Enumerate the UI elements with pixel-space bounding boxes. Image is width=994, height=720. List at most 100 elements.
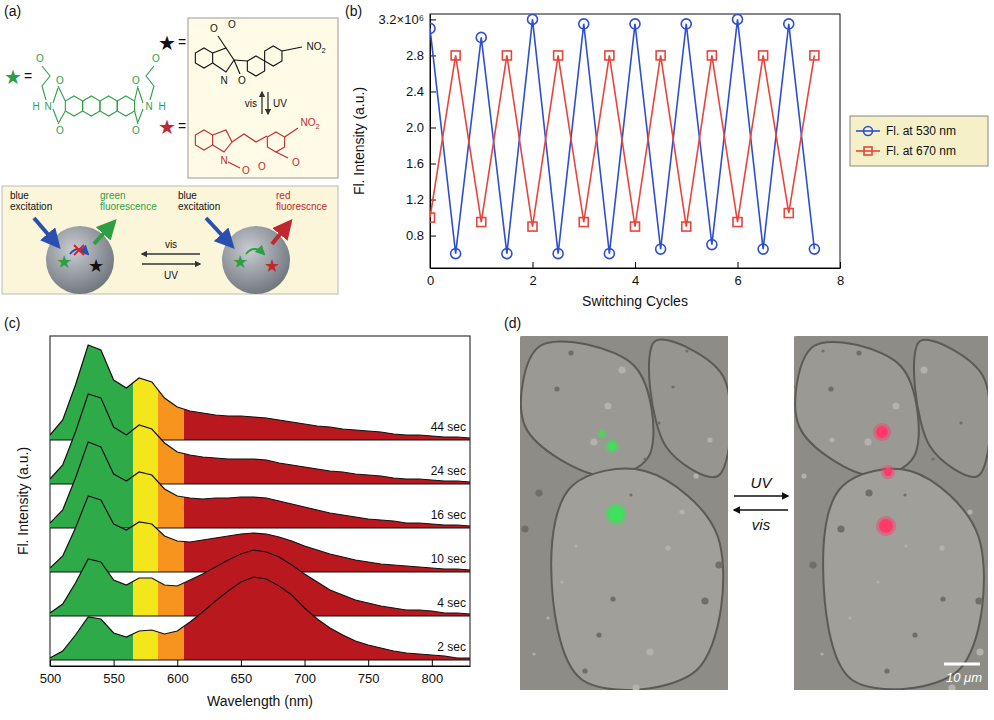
tick-label: 550	[103, 671, 125, 686]
tick-label: 2	[529, 273, 536, 288]
ring	[117, 96, 134, 116]
scheme-label: blueexcitation	[10, 190, 52, 212]
micrograph	[520, 336, 728, 690]
texture	[715, 561, 722, 568]
texture	[821, 349, 824, 352]
tick: 650	[231, 660, 253, 686]
micrograph	[794, 336, 988, 690]
tick-label: 1.2	[406, 192, 424, 207]
bond	[234, 60, 240, 74]
emission-arrow	[94, 222, 114, 244]
arrow-label: UV	[751, 474, 774, 491]
atom-label: N	[220, 155, 227, 166]
series-label: 44 sec	[431, 420, 466, 434]
texture	[848, 616, 851, 619]
black-molecule: NOOONO2	[195, 19, 325, 86]
atom-label: H	[32, 101, 39, 112]
texture	[931, 457, 934, 460]
legend: Fl. at 530 nmFl. at 670 nm	[850, 116, 988, 166]
tick-mark	[177, 660, 178, 666]
star-symbol: ★	[158, 32, 176, 54]
atom-label: O	[132, 75, 140, 86]
texture	[829, 437, 834, 442]
texture	[939, 545, 944, 550]
texture	[554, 386, 559, 391]
fluorescent-spot	[597, 429, 607, 439]
star-symbol: ★	[158, 116, 176, 138]
tick: 550	[103, 660, 125, 686]
bond	[42, 66, 50, 100]
texture	[535, 489, 542, 496]
tick-label: 0.8	[406, 228, 424, 243]
bond	[53, 88, 58, 103]
texture	[959, 421, 962, 424]
fluorescent-spot	[600, 432, 604, 436]
spectrum-area	[50, 577, 470, 660]
equals-sign: =	[178, 118, 186, 134]
x-axis-title: Wavelength (nm)	[207, 693, 313, 709]
star-symbol: ★	[88, 256, 104, 276]
data-point	[476, 32, 486, 42]
tick-label: 2.4	[406, 84, 424, 99]
data-point	[784, 19, 794, 29]
arrow-label: vis	[752, 516, 771, 533]
bond	[135, 86, 138, 101]
tick-label: 700	[294, 671, 316, 686]
atom-label: O	[258, 161, 266, 172]
atom-label: O	[36, 53, 44, 64]
tick-label: 2.8	[406, 48, 424, 63]
tick: 600	[167, 660, 189, 686]
texture	[920, 366, 927, 373]
energy-transfer-arrow	[246, 249, 264, 254]
equals-sign: =	[24, 68, 32, 84]
texture	[618, 366, 625, 373]
scheme-label: greenfluorescence	[100, 190, 157, 212]
blocked-mark	[74, 245, 84, 255]
data-point	[733, 14, 743, 24]
spectrum-line	[50, 345, 470, 438]
data-point	[631, 222, 640, 231]
tick-label: 800	[421, 671, 443, 686]
texture	[809, 561, 816, 568]
tick-label: 6	[734, 273, 741, 288]
tick-mark	[840, 262, 841, 268]
atom-label: O	[228, 19, 236, 30]
data-point	[528, 14, 538, 24]
plot-frame	[430, 14, 840, 268]
series-label: 10 sec	[431, 552, 466, 566]
star-symbol: ★	[264, 256, 280, 276]
data-point	[604, 249, 614, 259]
texture	[865, 489, 872, 496]
data-point	[630, 19, 640, 29]
tick-label: 1.6	[406, 156, 424, 171]
arrow	[142, 253, 200, 254]
data-point	[758, 244, 768, 254]
fluorescent-spot	[879, 519, 893, 533]
arrow	[734, 509, 788, 511]
atom-label: N	[145, 101, 152, 112]
texture	[892, 402, 899, 409]
data-point	[579, 19, 589, 29]
tick-mark	[533, 262, 534, 268]
bond	[285, 128, 298, 137]
y-axis: 0.81.21.62.02.42.83.2×10⁶	[379, 12, 436, 268]
arrow	[267, 92, 268, 114]
atom-label: NO2	[306, 41, 325, 55]
texture	[837, 525, 844, 532]
arrow	[261, 92, 262, 114]
texture	[560, 580, 563, 583]
bond	[58, 86, 65, 101]
atom-label: O	[238, 75, 246, 86]
tick-label: 600	[167, 671, 189, 686]
texture	[657, 421, 660, 424]
texture	[884, 668, 889, 673]
tick-mark	[738, 262, 739, 268]
y-axis-title: Fl. Intensity (a.u.)	[15, 447, 31, 555]
texture	[646, 648, 653, 655]
data-point	[451, 51, 460, 60]
data-point	[430, 213, 435, 222]
texture	[794, 385, 797, 388]
series-label: 4 sec	[437, 596, 466, 610]
bond	[135, 111, 138, 124]
tick-mark	[635, 262, 636, 268]
